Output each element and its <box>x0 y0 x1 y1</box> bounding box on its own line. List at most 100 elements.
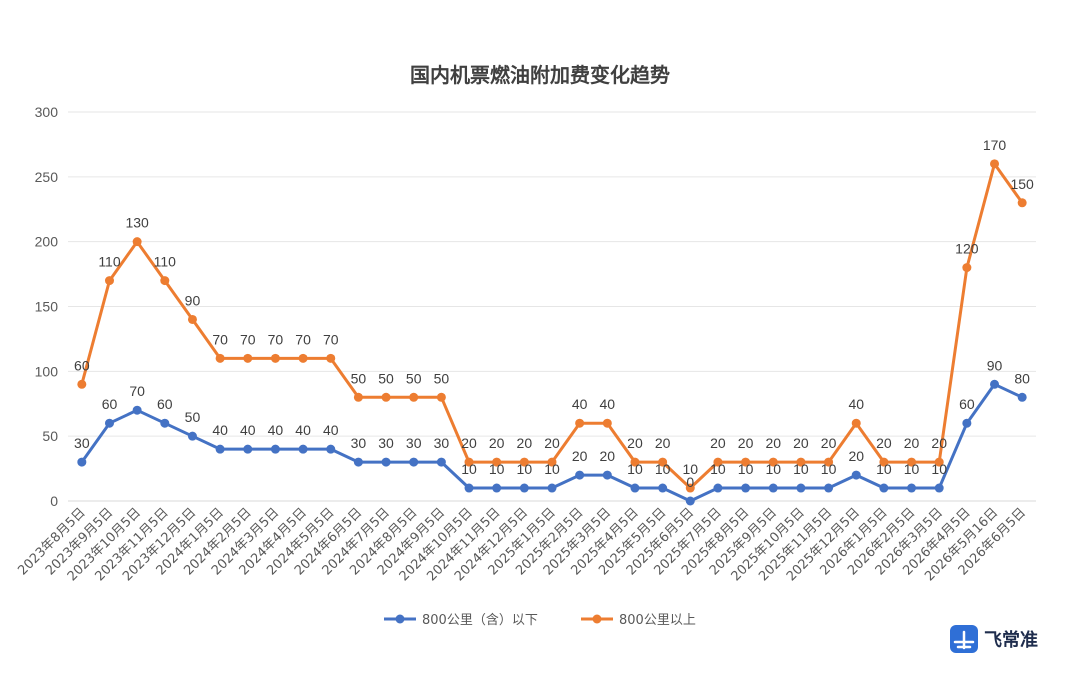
data-point <box>243 353 253 363</box>
data-label: 10 <box>517 461 533 477</box>
legend-label: 800公里（含）以下 <box>422 612 538 628</box>
data-label: 50 <box>351 370 367 386</box>
data-point <box>685 496 695 506</box>
data-label: 50 <box>406 370 422 386</box>
data-label: 170 <box>983 137 1007 153</box>
data-label: 40 <box>268 422 284 438</box>
data-label: 20 <box>710 435 726 451</box>
plane-icon <box>953 630 975 650</box>
data-point <box>381 457 391 467</box>
data-point <box>658 457 668 467</box>
data-point <box>575 418 585 428</box>
data-point <box>658 483 668 493</box>
data-label: 20 <box>489 435 505 451</box>
data-label: 130 <box>125 215 149 231</box>
data-point <box>215 353 225 363</box>
data-label: 0 <box>686 474 694 490</box>
data-label: 60 <box>102 396 118 412</box>
data-point <box>575 470 585 480</box>
data-point <box>768 483 778 493</box>
data-point <box>630 483 640 493</box>
data-label: 10 <box>544 461 560 477</box>
data-label: 70 <box>295 331 311 347</box>
y-tick-label: 50 <box>42 428 58 444</box>
data-point <box>602 470 612 480</box>
legend-marker <box>395 614 405 624</box>
data-label: 70 <box>268 331 284 347</box>
data-label: 20 <box>931 435 947 451</box>
data-point <box>990 379 1000 389</box>
data-label: 20 <box>738 435 754 451</box>
data-label: 20 <box>904 435 920 451</box>
data-labels: 30 60 70 60 50 40 40 40 40 40 30 30 30 30 10 10 10 10 20 20… <box>74 137 1034 490</box>
data-label: 40 <box>323 422 339 438</box>
data-label: 10 <box>738 461 754 477</box>
data-point <box>824 483 834 493</box>
data-label: 50 <box>434 370 450 386</box>
data-label: 20 <box>600 448 616 464</box>
data-point <box>77 379 87 389</box>
legend-marker <box>592 614 602 624</box>
data-label: 30 <box>434 435 450 451</box>
data-point <box>962 418 972 428</box>
data-label: 90 <box>987 357 1003 373</box>
data-point <box>409 392 419 402</box>
data-point <box>851 470 861 480</box>
data-label: 20 <box>517 435 533 451</box>
data-label: 20 <box>544 435 560 451</box>
data-label: 90 <box>185 292 201 308</box>
data-label: 20 <box>655 435 671 451</box>
data-point <box>160 276 170 286</box>
data-label: 30 <box>351 435 367 451</box>
data-label: 110 <box>154 254 177 270</box>
data-point <box>187 314 197 324</box>
chart-title: 国内机票燃油附加费变化趋势 <box>410 63 670 87</box>
data-point <box>104 418 114 428</box>
data-label: 40 <box>295 422 311 438</box>
data-point <box>713 483 723 493</box>
data-label: 20 <box>572 448 588 464</box>
data-point <box>907 483 917 493</box>
data-point <box>713 457 723 467</box>
data-label: 20 <box>876 435 892 451</box>
data-point <box>519 457 529 467</box>
data-point <box>741 483 751 493</box>
data-point <box>353 392 363 402</box>
data-point <box>990 159 1000 169</box>
data-point <box>519 483 529 493</box>
data-point <box>381 392 391 402</box>
data-label: 120 <box>955 241 979 257</box>
data-label: 70 <box>323 331 339 347</box>
data-label: 40 <box>240 422 256 438</box>
data-point <box>132 237 142 247</box>
data-point <box>934 457 944 467</box>
brand-logo: 飞常准 <box>950 625 1038 653</box>
data-label: 40 <box>600 396 616 412</box>
data-label: 40 <box>212 422 228 438</box>
legend-label: 800公里以上 <box>619 613 696 628</box>
plane-logo-icon <box>950 625 978 653</box>
y-tick-label: 0 <box>50 493 58 509</box>
data-label: 150 <box>1010 176 1034 192</box>
data-label: 70 <box>212 331 228 347</box>
data-point <box>464 483 474 493</box>
legend: 800公里（含）以下 800公里以上 <box>384 612 696 628</box>
data-point <box>741 457 751 467</box>
data-label: 50 <box>378 370 394 386</box>
data-point <box>851 418 861 428</box>
data-point <box>492 483 502 493</box>
y-tick-label: 150 <box>35 299 59 315</box>
y-tick-label: 200 <box>35 234 59 250</box>
data-point <box>215 444 225 454</box>
y-tick-label: 300 <box>35 104 59 120</box>
x-axis-ticks: 2023年8月5日2023年9月5日2023年10月5日2023年11月5日20… <box>15 505 1029 584</box>
data-point <box>768 457 778 467</box>
data-label: 20 <box>793 435 809 451</box>
data-point <box>243 444 253 454</box>
data-label: 30 <box>406 435 422 451</box>
data-label: 30 <box>74 435 90 451</box>
data-point <box>492 457 502 467</box>
data-point <box>326 353 336 363</box>
grid-lines <box>68 111 1036 502</box>
data-point <box>464 457 474 467</box>
